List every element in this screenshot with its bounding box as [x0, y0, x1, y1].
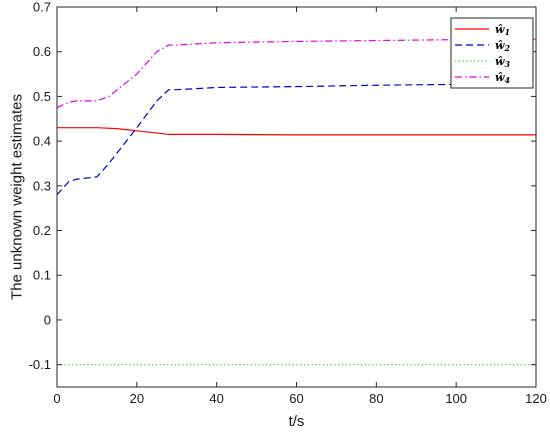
x-tick-label: 40	[209, 391, 223, 406]
x-tick-label: 0	[53, 391, 60, 406]
legend-label-1: ŵ1	[495, 23, 510, 37]
legend-label-4: ŵ4	[495, 71, 510, 85]
series-line-1	[57, 127, 536, 136]
series-line-4	[56, 38, 537, 109]
y-tick-label: 0.4	[33, 134, 51, 149]
x-tick-label: 60	[289, 391, 303, 406]
x-axis-label: t/s	[289, 413, 305, 430]
y-tick-label: 0.7	[33, 0, 51, 15]
series-line-2	[56, 83, 537, 196]
x-tick-label: 80	[369, 391, 383, 406]
x-tick-label: 120	[525, 391, 547, 406]
y-tick-label: 0.2	[33, 223, 51, 238]
y-tick-label: -0.1	[29, 357, 51, 372]
legend: ŵ1 ŵ2 ŵ3 ŵ4	[450, 17, 534, 89]
y-tick-label: 0.6	[33, 44, 51, 59]
y-axis-label: The unknown weight estimates	[9, 94, 26, 300]
series-layer	[56, 38, 537, 366]
y-axis: -0.1 0 0.1 0.2 0.3 0.4 0.5 0.6 0.7	[29, 0, 536, 372]
legend-label-3: ŵ3	[495, 55, 510, 69]
y-tick-label: 0	[44, 312, 51, 327]
x-tick-label: 100	[445, 391, 467, 406]
x-axis: 0 20 40 60 80 100 120	[53, 7, 547, 406]
y-tick-label: 0.5	[33, 89, 51, 104]
x-tick-label: 20	[130, 391, 144, 406]
y-tick-label: 0.1	[33, 268, 51, 283]
legend-label-2: ŵ2	[495, 39, 510, 53]
y-tick-label: 0.3	[33, 178, 51, 193]
legend-box	[450, 17, 534, 89]
